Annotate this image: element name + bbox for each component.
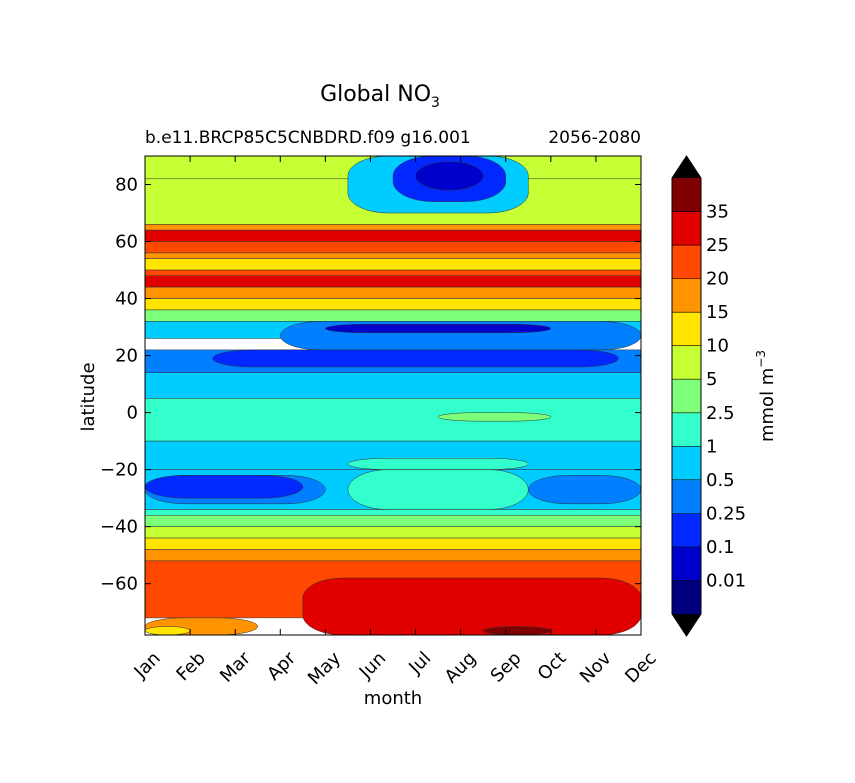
colorbar-tick-label: 20	[706, 269, 729, 290]
contour-patch	[528, 475, 641, 505]
colorbar-tick-label: 0.5	[706, 470, 735, 491]
y-tick-label: −20	[100, 460, 138, 481]
colorbar-swatch	[672, 412, 701, 447]
colorbar-swatch	[672, 580, 701, 615]
y-tick-label: 0	[127, 403, 138, 424]
contour-patch	[145, 626, 191, 635]
colorbar-outline	[671, 155, 702, 637]
x-tick-label: Apr	[263, 647, 300, 684]
contour-patch	[212, 349, 619, 368]
contour-patch	[347, 457, 529, 470]
contour-bands	[145, 156, 641, 635]
contour-band	[145, 286, 641, 299]
colorbar-tick-label: 2.5	[706, 403, 735, 424]
x-tick-label: Jan	[130, 648, 165, 683]
colorbar-swatch	[672, 211, 701, 246]
y-tick-label: 80	[115, 175, 138, 196]
contour-patch	[302, 577, 641, 635]
colorbar-tick-label: 1	[706, 436, 717, 457]
x-tick-label: Mar	[216, 647, 255, 686]
x-tick-label: Jun	[355, 648, 390, 683]
colorbar-tick-label: 10	[706, 336, 729, 357]
colorbar-tick-label: 0.25	[706, 503, 746, 524]
colorbar-tick-label: 5	[706, 369, 717, 390]
y-tick-label: 40	[115, 289, 138, 310]
plot-frame	[144, 155, 642, 636]
colorbar-label: mmol m−3	[754, 350, 778, 442]
contour-band	[145, 275, 641, 288]
colorbar-swatch	[672, 245, 701, 280]
contour-band	[145, 224, 641, 231]
chart-subtitle-right: 2056-2080	[548, 128, 641, 148]
plot-area	[145, 156, 641, 635]
contour-band	[145, 252, 641, 259]
x-tick-label: Sep	[487, 648, 526, 687]
contour-patch	[482, 626, 552, 635]
y-tick-label: 60	[115, 232, 138, 253]
colorbar-label-superscript: −3	[754, 350, 768, 368]
colorbar-swatch	[672, 178, 701, 213]
x-tick-label: Nov	[576, 648, 616, 688]
contour-band	[145, 549, 641, 562]
contour-band	[145, 298, 641, 311]
y-tick-label: −60	[100, 574, 138, 595]
x-tick-label: Jul	[404, 648, 435, 679]
title-subscript: 3	[431, 95, 440, 111]
contour-band	[145, 372, 641, 399]
x-tick-label: Oct	[534, 648, 571, 685]
colorbar-tick-label: 15	[706, 302, 729, 323]
contour-patch	[415, 161, 484, 191]
y-tick-label: 20	[115, 346, 138, 367]
y-axis-label: latitude	[78, 362, 99, 431]
colorbar-extend-min	[672, 614, 701, 636]
x-axis-label: month	[364, 688, 422, 709]
colorbar-swatch	[672, 312, 701, 347]
chart-subtitle-left: b.e11.BRCP85C5CNBDRD.f09 g16.001	[145, 128, 471, 148]
colorbar-tick-label: 35	[706, 202, 729, 223]
colorbar-swatch	[672, 546, 701, 581]
x-tick-label: Aug	[441, 648, 481, 688]
contour-band	[145, 229, 641, 242]
chart-title: Global NO3	[320, 82, 440, 111]
y-tick-label: −40	[100, 517, 138, 538]
contour-band	[145, 258, 641, 271]
contour-patch	[325, 323, 552, 334]
contour-band	[145, 241, 641, 254]
colorbar-swatch	[672, 379, 701, 414]
contour-band	[145, 309, 641, 322]
contour-patch	[145, 475, 304, 499]
contour-band	[145, 526, 641, 539]
y-axis: 80 60 40 20 0 −20 −40 −60	[100, 175, 641, 595]
colorbar-extend-max	[672, 156, 701, 178]
colorbar-swatch	[672, 345, 701, 380]
colorbar-tick-label: 0.1	[706, 537, 735, 558]
colorbar-swatch	[672, 479, 701, 514]
colorbar-swatch	[672, 278, 701, 313]
contour-patch	[437, 412, 552, 422]
colorbar: 0.01 0.1 0.25 0.5 1 2.5 5 10 15 20 25 35	[671, 155, 746, 637]
colorbar-tick-label: 0.01	[706, 570, 746, 591]
contour-band	[145, 269, 641, 276]
contour-band	[145, 398, 641, 442]
x-tick-label: Feb	[172, 648, 209, 685]
colorbar-swatch	[672, 446, 701, 481]
x-tick-label: Dec	[621, 648, 660, 687]
contour-band	[145, 509, 641, 516]
contour-patch	[347, 469, 529, 510]
colorbar-tick-label: 25	[706, 235, 729, 256]
contour-band	[145, 537, 641, 550]
colorbar-swatch	[672, 513, 701, 548]
contour-band	[145, 515, 641, 527]
x-tick-label: May	[304, 648, 345, 689]
